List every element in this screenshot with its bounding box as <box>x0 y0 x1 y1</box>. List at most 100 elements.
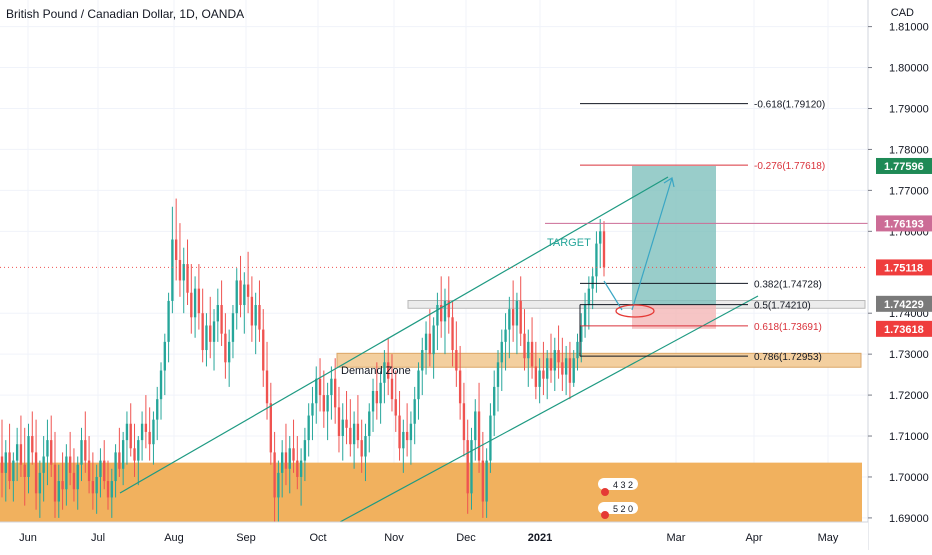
candle-body <box>76 464 79 490</box>
candle <box>591 268 594 310</box>
candle <box>129 403 132 457</box>
candle <box>292 419 295 473</box>
candle-body <box>53 464 57 502</box>
candle-body <box>371 390 375 412</box>
candle <box>159 362 163 420</box>
candle-body <box>387 362 390 379</box>
candle <box>72 448 76 502</box>
candle <box>95 464 98 514</box>
y-tick-label: 1.70000 <box>889 472 929 484</box>
candle <box>133 423 136 477</box>
candle <box>383 350 386 404</box>
candle <box>284 423 288 486</box>
price-tag-bg <box>876 215 932 232</box>
candle-body <box>572 358 575 383</box>
candle-body <box>591 276 594 289</box>
candle <box>504 313 507 371</box>
candle <box>595 231 598 293</box>
candle <box>587 276 591 330</box>
candle-body <box>299 460 303 477</box>
candle <box>50 415 53 477</box>
candle-body <box>235 280 238 314</box>
candle <box>239 255 242 318</box>
candle-body <box>394 399 397 416</box>
candle-body <box>564 358 568 375</box>
badge-text: 4 3 2 <box>613 480 633 490</box>
candle <box>413 386 416 445</box>
candle-body <box>576 341 579 359</box>
arrow-up-path <box>631 177 673 311</box>
badge-text: 5 2 0 <box>613 504 633 514</box>
fib-level-label: 0.618(1.73691) <box>754 322 822 333</box>
candle-body <box>515 300 519 326</box>
candle-body <box>296 460 299 477</box>
candle <box>398 390 401 461</box>
candle <box>311 386 314 441</box>
candle-body <box>508 309 511 330</box>
arrow-down-path <box>603 280 623 311</box>
candle-body <box>599 231 602 244</box>
candle-body <box>398 415 401 449</box>
candle <box>330 366 333 420</box>
price-axis[interactable]: 1.810001.800001.790001.780001.770001.760… <box>867 0 932 550</box>
candle-body <box>273 452 276 498</box>
candle-body <box>129 423 132 449</box>
candle-body <box>436 305 439 326</box>
candle <box>182 247 185 314</box>
candle-body <box>496 362 500 387</box>
candle-body <box>110 481 113 498</box>
x-tick-label: Dec <box>456 532 476 544</box>
candle-body <box>27 436 30 477</box>
candle-body <box>121 440 125 469</box>
candle-body <box>379 382 382 404</box>
position-loss-box <box>632 304 716 329</box>
time-axis[interactable]: Jun Jul Aug Sep Oct Nov Dec 2021 Mar Apr May <box>0 521 868 550</box>
candle-body <box>224 333 227 363</box>
candle-body <box>288 448 291 469</box>
candle <box>12 452 15 502</box>
candle-body <box>31 436 34 453</box>
candle-body <box>8 452 11 482</box>
x-tick-label: Nov <box>384 532 404 544</box>
candle <box>500 329 503 391</box>
candle-body <box>133 448 136 461</box>
candle <box>356 395 360 449</box>
candle <box>387 337 390 396</box>
candle-body <box>375 390 379 404</box>
candle <box>534 341 538 400</box>
candle-body <box>65 456 68 490</box>
drawings-layer: -0.618(1.79120) -0.276(1.77618) 0.382(1.74… <box>0 100 868 523</box>
candle <box>197 264 201 330</box>
candle-body <box>405 431 409 441</box>
candle-body <box>530 341 534 367</box>
candle-body <box>46 440 49 457</box>
candle <box>125 411 129 465</box>
candle <box>68 431 72 486</box>
candle <box>424 321 428 375</box>
candle-body <box>595 243 598 277</box>
candle <box>220 280 223 346</box>
x-tick-label: Aug <box>164 532 184 544</box>
candle-body <box>413 399 416 424</box>
candle-body <box>190 292 193 318</box>
candle <box>281 440 284 498</box>
candle-body <box>12 460 15 482</box>
flag-icon <box>601 488 609 496</box>
candle-body <box>148 431 151 445</box>
support-zone <box>0 462 862 522</box>
candle <box>121 431 125 486</box>
candle <box>530 317 534 379</box>
candle <box>474 399 477 461</box>
candle <box>296 436 299 490</box>
candle <box>190 264 193 334</box>
candle <box>103 440 106 490</box>
candle-body <box>80 440 83 465</box>
candle <box>568 341 572 400</box>
candle-body <box>322 395 325 412</box>
fib-level-label: 0.5(1.74210) <box>754 301 811 312</box>
candle <box>144 395 148 449</box>
candle <box>84 411 87 473</box>
candle <box>118 427 121 477</box>
